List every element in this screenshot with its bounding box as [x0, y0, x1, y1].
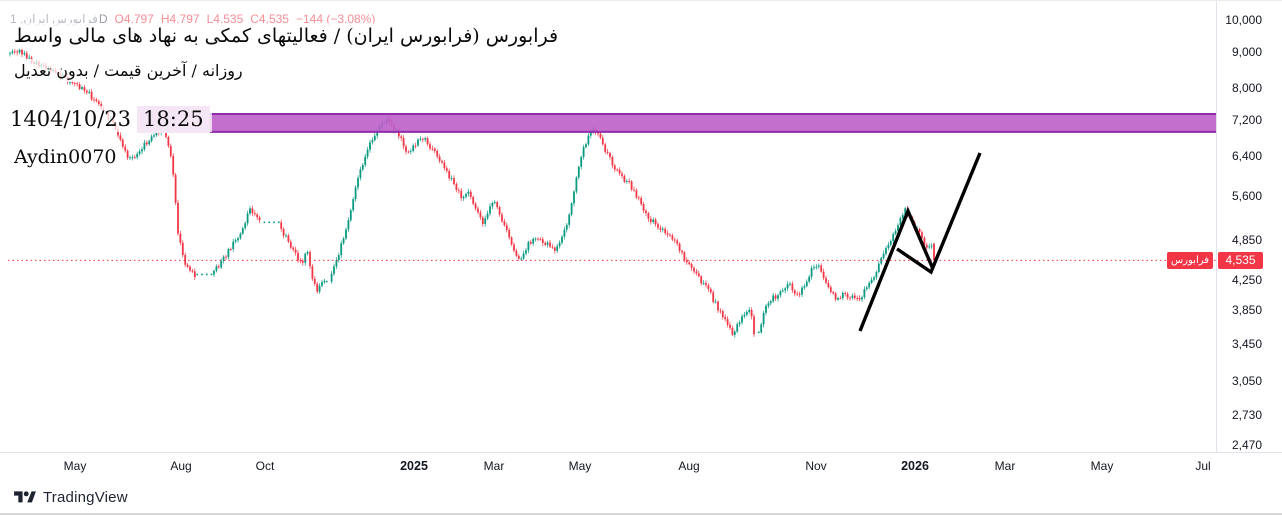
last-price-tag: 4,535: [1218, 251, 1263, 269]
symbol-name[interactable]: فرابورس ایران, 1: [10, 12, 98, 26]
time-axis-label: 2026: [901, 459, 929, 473]
price-axis-label: 6,400: [1231, 148, 1262, 163]
ohlc-value: H4,797: [160, 12, 200, 26]
time-axis-label: Aug: [170, 459, 192, 473]
time-axis-label: Oct: [255, 459, 275, 473]
price-axis-label: 8,000: [1231, 80, 1262, 95]
price-axis-label: 5,600: [1231, 189, 1262, 204]
footer-branding[interactable]: TradingView: [14, 489, 128, 506]
series-price-label: فرابورس: [1167, 251, 1213, 269]
ohlc-values: O4,797 H4,797 L4,535 C4,535 −144 (−3.08%): [107, 12, 375, 26]
time-axis-separator: [0, 452, 1282, 453]
price-axis-label: 3,450: [1231, 336, 1262, 351]
trend-projection-line[interactable]: [896, 152, 982, 275]
time-axis-label: May: [1090, 459, 1114, 473]
ohlc-value: L4,535: [206, 12, 244, 26]
price-axis-label: 7,200: [1231, 112, 1262, 127]
instrument-title: فرابورس (فرابورس ایران) / فعالیتهای کمکی…: [10, 23, 563, 49]
ohlc-value: C4,535: [250, 12, 289, 26]
time-axis-label: Aug: [678, 459, 700, 473]
ohlc-value: −144 (−3.08%): [295, 12, 376, 26]
tradingview-logo-icon[interactable]: [14, 489, 36, 506]
price-axis-label: 4,250: [1231, 273, 1262, 288]
username-annotation: Aydin0070: [10, 145, 121, 169]
time-axis-label: 2025: [400, 459, 428, 473]
trend-projection-line[interactable]: [858, 206, 935, 332]
price-axis-label: 10,000: [1225, 13, 1262, 27]
time-axis-label: Jul: [1195, 459, 1211, 473]
price-axis-label: 4,850: [1231, 232, 1262, 247]
time-axis-label: Mar: [483, 459, 505, 473]
date-text: 1404/10/23: [10, 107, 132, 131]
chart-subtitle: روزانه / آخرین قیمت / بدون تعدیل: [10, 59, 247, 82]
candlestick-chart-canvas[interactable]: [0, 1, 1282, 452]
interval-label[interactable]: D: [98, 12, 108, 26]
tradingview-wordmark[interactable]: TradingView: [43, 489, 128, 506]
time-axis-label: Nov: [805, 459, 827, 473]
price-axis-label: 2,730: [1231, 407, 1262, 422]
ohlc-value: O4,797: [114, 12, 154, 26]
price-axis-label: 3,850: [1231, 303, 1262, 318]
price-axis-label: 9,000: [1231, 45, 1262, 60]
time-axis-label: May: [568, 459, 592, 473]
time-axis-label: May: [63, 459, 87, 473]
price-axis-separator: [1216, 1, 1217, 452]
time-text-highlighted: 18:25: [137, 106, 210, 133]
time-axis-label: Mar: [994, 459, 1016, 473]
price-axis-label: 2,470: [1231, 438, 1262, 453]
date-time-annotation: 1404/10/23 18:25: [8, 106, 212, 133]
price-axis-label: 3,050: [1231, 373, 1262, 388]
